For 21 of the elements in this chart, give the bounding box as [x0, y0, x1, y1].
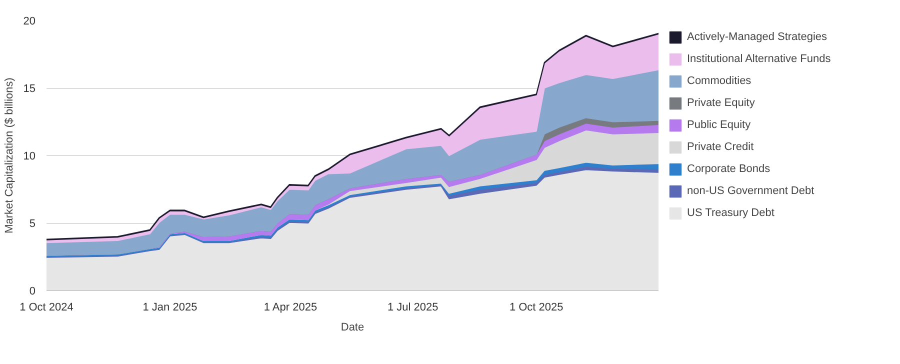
x-tick-label: 1 Jan 2025 — [142, 302, 198, 314]
legend-label: non-US Government Debt — [687, 185, 814, 197]
x-tick-label: 1 Apr 2025 — [264, 302, 318, 314]
legend-label: Institutional Alternative Funds — [687, 53, 831, 65]
y-tick-label: 0 — [29, 286, 36, 298]
y-tick-label: 10 — [23, 150, 36, 162]
legend-label: US Treasury Debt — [687, 207, 774, 219]
x-tick-label: 1 Oct 2024 — [20, 302, 74, 314]
legend-label: Commodities — [687, 75, 752, 87]
legend-label: Public Equity — [687, 119, 751, 131]
y-axis-title: Market Capitalization ($ billions) — [3, 78, 16, 234]
x-tick-label: 1 Jul 2025 — [388, 302, 438, 314]
y-tick-label: 20 — [23, 16, 36, 28]
legend-label: Private Credit — [687, 141, 754, 153]
y-tick-label: 15 — [23, 83, 36, 95]
legend-label: Private Equity — [687, 97, 755, 109]
x-tick-label: 1 Oct 2025 — [509, 302, 564, 314]
x-axis-title: Date — [340, 322, 364, 334]
legend-label: Corporate Bonds — [687, 163, 770, 175]
y-tick-label: 5 — [29, 218, 36, 230]
legend-label: Actively-Managed Strategies — [687, 31, 828, 43]
